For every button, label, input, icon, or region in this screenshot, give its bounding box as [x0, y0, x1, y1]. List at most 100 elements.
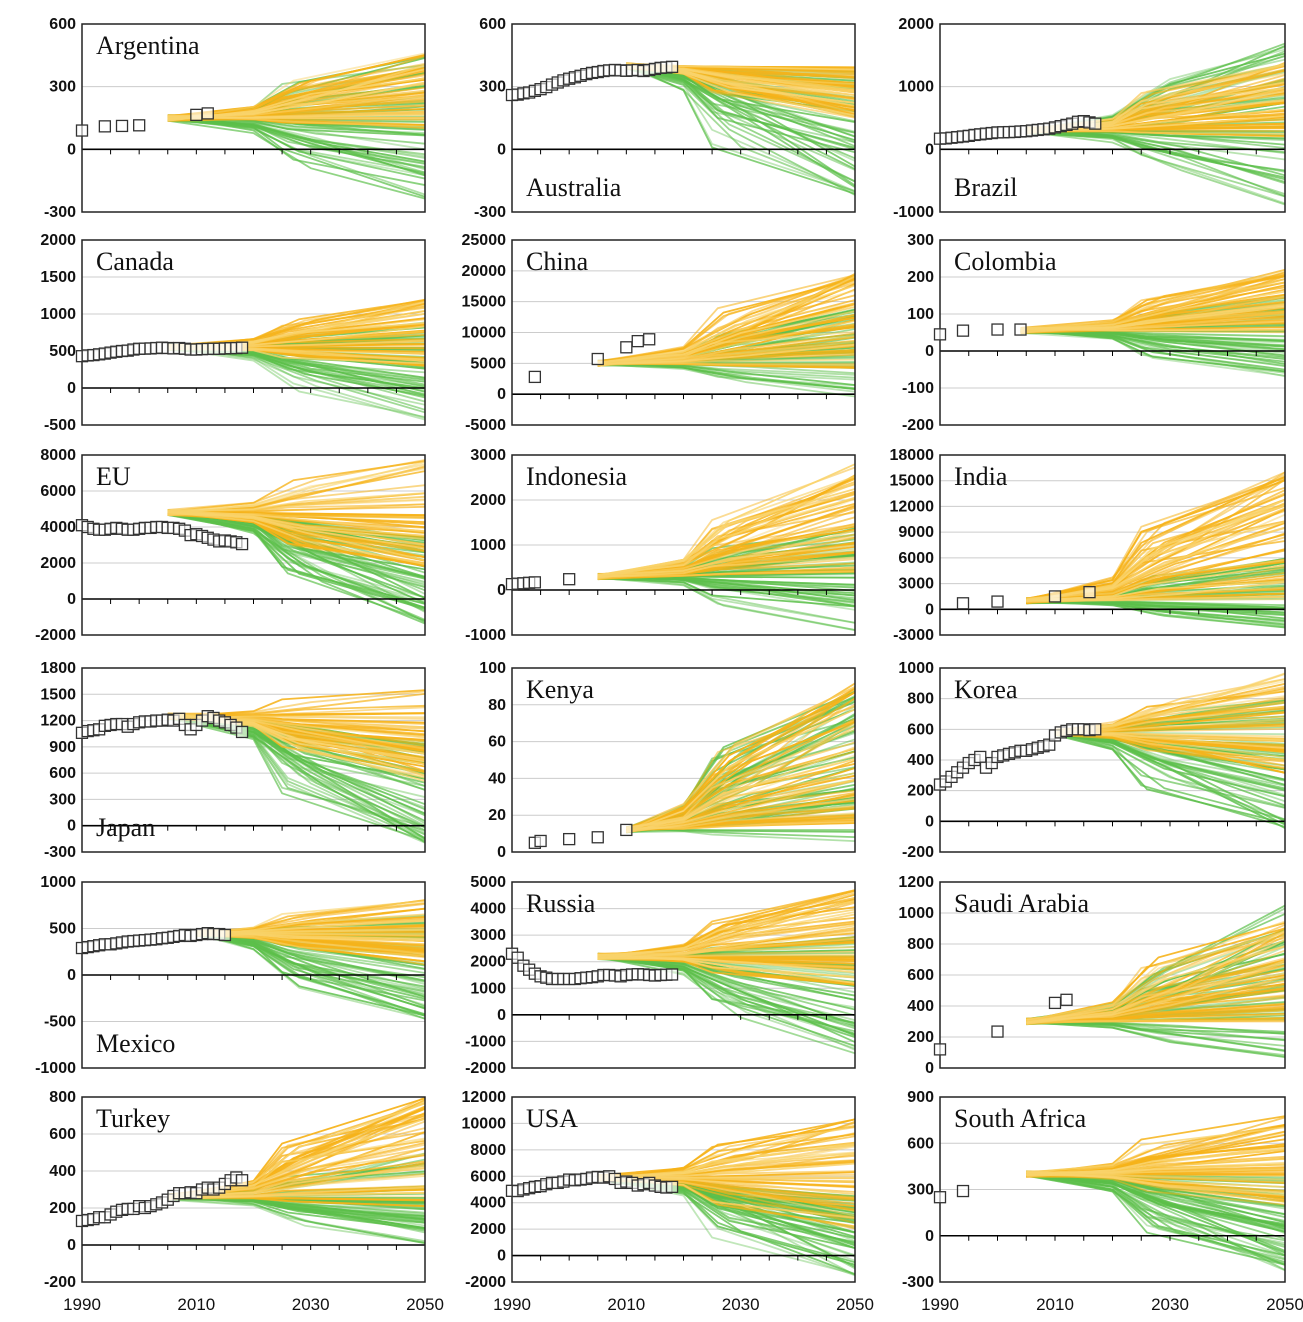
panel-brazil: -1000 0 1000 2000 Brazil: [893, 16, 1286, 221]
scenario-line-yellow: [1026, 1126, 1285, 1174]
y-tick-label: 3000: [470, 927, 506, 944]
historical-marker: [235, 1174, 249, 1187]
scenario-line-yellow: [1026, 1019, 1285, 1024]
panel-title: USA: [526, 1104, 578, 1133]
y-tick-label: -1000: [893, 204, 934, 221]
panel-kenya: 0 20 40 60 80 100 Kenya: [479, 660, 856, 861]
y-tick-label: 1000: [470, 980, 506, 997]
scenario-line-green: [1026, 1171, 1285, 1242]
y-tick-label: 9000: [898, 524, 934, 541]
panel-turkey: -200 0 200 400 600 800 Turkey: [44, 1089, 426, 1291]
scenario-line-orange: [626, 682, 855, 830]
y-tick-label: 600: [49, 1126, 76, 1143]
x-tick-label: 2010: [177, 1295, 215, 1314]
y-tick-label: 200: [907, 1029, 934, 1046]
x-tick-label: 2010: [1036, 1295, 1074, 1314]
scenario-line-green: [167, 713, 425, 817]
scenario-lines: [625, 62, 855, 196]
scenario-line-yellow: [597, 556, 855, 578]
y-tick-label: 0: [67, 141, 76, 158]
scenario-line-yellow: [597, 938, 855, 959]
panel-title: Turkey: [96, 1104, 170, 1133]
scenario-line-green: [1020, 332, 1285, 377]
historical-marker: [620, 341, 633, 354]
y-tick-label: 0: [497, 582, 506, 599]
scenario-line-green: [167, 509, 425, 604]
scenario-lines: [597, 1118, 855, 1277]
scenario-line-green: [597, 363, 855, 393]
y-tick-label: -300: [902, 1274, 934, 1291]
scenario-line-green: [1026, 1174, 1285, 1244]
historical-marker: [190, 108, 203, 122]
y-tick-label: 300: [907, 1182, 934, 1199]
y-tick-label: -100: [902, 380, 934, 397]
scenario-line-green: [597, 955, 855, 1055]
scenario-line-green: [1054, 730, 1285, 808]
y-tick-label: 400: [907, 752, 934, 769]
y-tick-label: 2000: [470, 954, 506, 971]
historical-marker: [665, 1180, 679, 1194]
scenario-line-yellow: [597, 908, 855, 960]
y-tick-label: 40: [488, 770, 506, 787]
scenario-line-yellow: [1026, 1161, 1285, 1174]
plot-frame: [511, 667, 856, 853]
scenario-line-green: [1054, 732, 1285, 821]
y-tick-label: 0: [497, 386, 506, 403]
y-tick-label: 15000: [462, 294, 507, 311]
panel-south-africa: -300 0 300 600 900 South Africa: [902, 1089, 1286, 1291]
y-tick-label: 300: [907, 232, 934, 249]
scenario-line-yellow: [1020, 313, 1285, 334]
scenario-lines: [597, 273, 855, 398]
historical-marker: [201, 107, 214, 120]
y-tick-label: 0: [67, 818, 76, 835]
x-tick-label: 2030: [1151, 1295, 1189, 1314]
historical-marker: [643, 333, 656, 346]
y-tick-label: -3000: [893, 627, 934, 644]
historical-marker: [218, 928, 232, 942]
historical-marker: [956, 324, 970, 337]
y-tick-label: 1800: [40, 660, 76, 677]
y-tick-label: 80: [488, 697, 506, 714]
scenario-lines: [597, 889, 855, 1055]
y-tick-label: 10000: [462, 1115, 507, 1132]
y-tick-label: 4000: [40, 519, 76, 536]
y-tick-label: -500: [44, 1014, 76, 1031]
plot-frame: [81, 1096, 426, 1283]
historical-marker: [534, 834, 547, 848]
x-tick-label: 2030: [292, 1295, 330, 1314]
panel-australia: -300 0 300 600 Australia: [474, 16, 856, 221]
y-tick-label: -200: [44, 1274, 76, 1291]
plot-frame: [939, 454, 1286, 636]
y-tick-label: 200: [907, 783, 934, 800]
scenario-lines: [1026, 471, 1285, 629]
y-tick-label: 100: [479, 660, 506, 677]
x-tick-label: 2010: [607, 1295, 645, 1314]
y-tick-label: -1000: [35, 1060, 76, 1077]
panel-title: Colombia: [954, 247, 1057, 276]
scenario-line-green: [167, 1198, 425, 1244]
scenario-lines: [167, 459, 425, 625]
scenario-line-yellow: [1026, 939, 1285, 1023]
scenario-line-yellow: [597, 302, 855, 364]
scenario-line-green: [597, 956, 855, 1024]
y-tick-label: -1000: [465, 627, 506, 644]
y-tick-label: 1500: [40, 686, 76, 703]
y-tick-label: 0: [925, 1228, 934, 1245]
historical-marker: [956, 1184, 970, 1198]
y-tick-label: 60: [488, 734, 506, 751]
historical-marker: [528, 370, 542, 384]
plot-frame: [939, 881, 1286, 1069]
scenario-lines: [167, 298, 425, 421]
scenario-lines: [1020, 268, 1285, 378]
y-tick-label: 1000: [40, 874, 76, 891]
scenario-line-green: [626, 828, 855, 833]
y-tick-label: 6000: [40, 483, 76, 500]
scenario-line-yellow: [597, 529, 855, 579]
y-tick-label: 1000: [470, 537, 506, 554]
scenario-line-yellow: [597, 570, 855, 578]
historical-marker: [591, 352, 604, 366]
panel-title: Kenya: [526, 675, 594, 704]
panel-title: Indonesia: [526, 462, 628, 491]
y-tick-label: 0: [67, 380, 76, 397]
historical-marker: [235, 537, 249, 551]
